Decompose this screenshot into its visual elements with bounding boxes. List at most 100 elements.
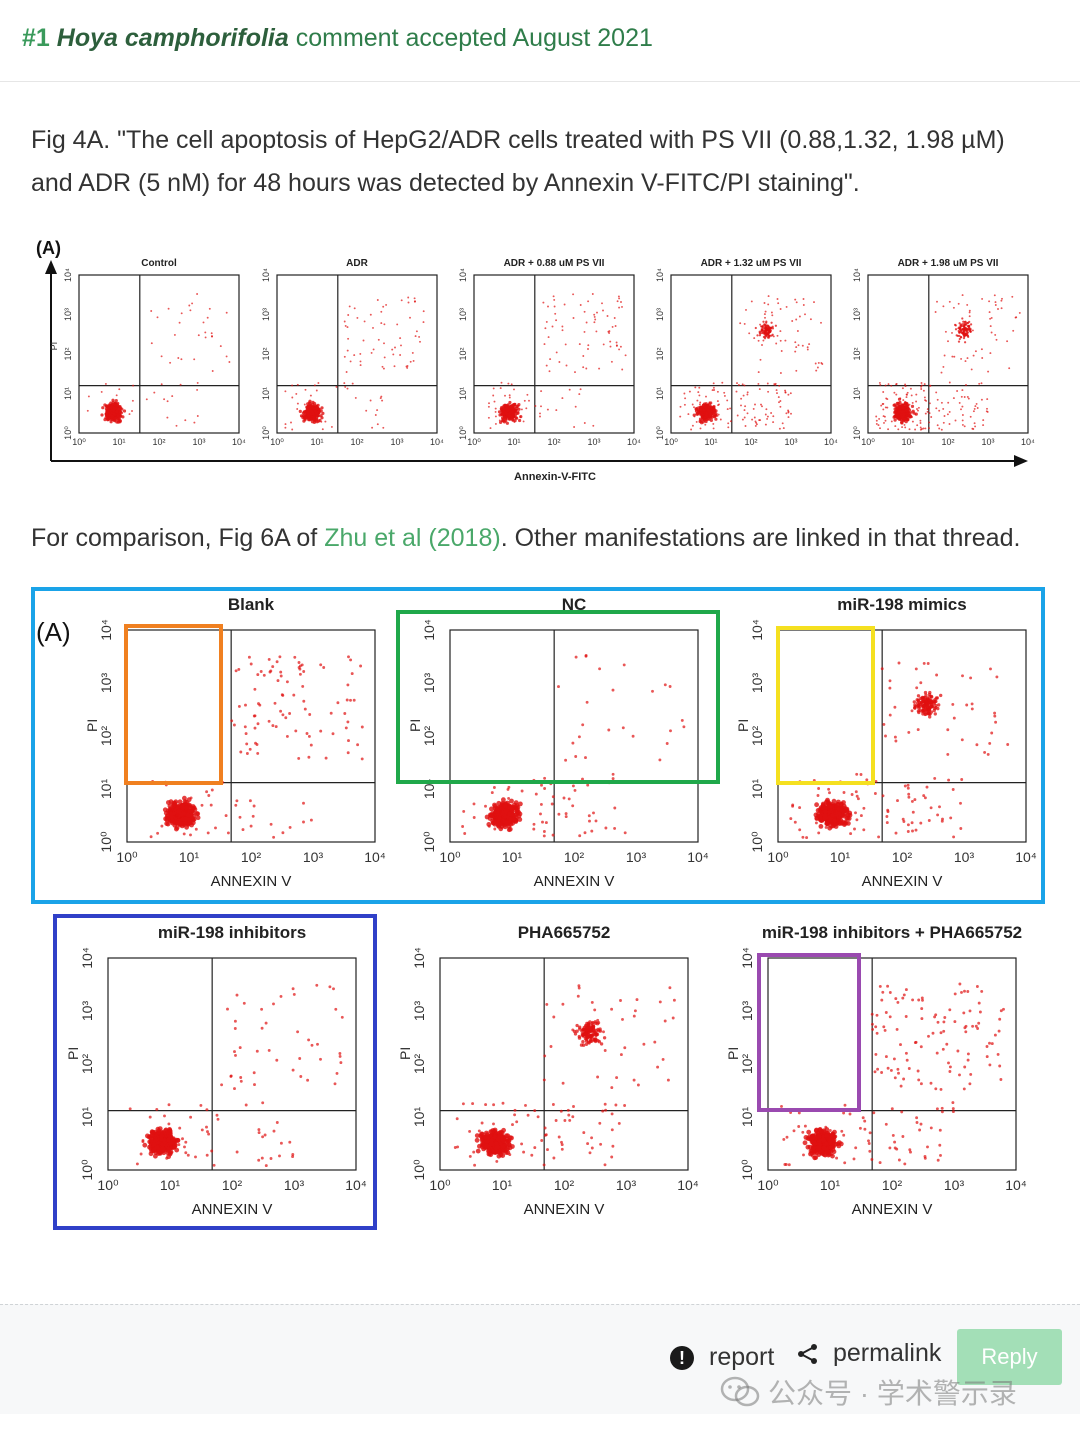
event-dot bbox=[877, 424, 880, 427]
event-dot bbox=[900, 407, 903, 410]
event-dot bbox=[356, 743, 360, 747]
event-dot bbox=[168, 1140, 174, 1146]
event-dot bbox=[167, 307, 170, 310]
event-dot bbox=[766, 415, 769, 418]
event-dot bbox=[591, 1020, 595, 1025]
event-dot bbox=[946, 752, 950, 756]
event-dot bbox=[215, 1113, 219, 1117]
event-dot bbox=[936, 424, 939, 427]
event-dot bbox=[925, 399, 928, 402]
event-dot bbox=[903, 423, 906, 426]
event-dot bbox=[751, 418, 754, 421]
event-dot bbox=[492, 786, 496, 789]
y-tick-label: 10⁴ bbox=[261, 268, 271, 282]
x-tick-label: 10¹ bbox=[179, 849, 200, 865]
event-dot bbox=[947, 778, 951, 782]
comparison-text-after: . Other manifestations are linked in tha… bbox=[500, 524, 1021, 552]
event-dot bbox=[253, 726, 257, 730]
event-dot bbox=[830, 1153, 834, 1157]
plot-panel: ADR + 1.98 uM PS VII10⁰10⁰10¹10¹10²10²10… bbox=[852, 258, 1035, 447]
species-name[interactable]: Hoya camphorifolia bbox=[56, 24, 289, 52]
event-dot bbox=[884, 419, 887, 422]
event-dot bbox=[978, 382, 981, 385]
y-tick-label: 10² bbox=[411, 1054, 427, 1075]
event-dot bbox=[489, 1141, 495, 1147]
event-dot bbox=[885, 815, 889, 818]
event-dot bbox=[619, 999, 622, 1002]
event-dot bbox=[574, 371, 576, 374]
event-dot bbox=[256, 722, 260, 726]
event-dot bbox=[109, 420, 113, 424]
event-dot bbox=[233, 1019, 237, 1023]
zhu-2018-link[interactable]: Zhu et al (2018) bbox=[324, 524, 501, 552]
event-dot bbox=[968, 311, 971, 314]
event-dot bbox=[893, 391, 896, 394]
event-dot bbox=[1012, 329, 1015, 332]
event-dot bbox=[487, 824, 491, 828]
event-dot bbox=[165, 1156, 169, 1160]
event-dot bbox=[854, 1146, 858, 1150]
event-dot bbox=[302, 699, 306, 703]
event-dot bbox=[929, 1126, 933, 1130]
event-dot bbox=[908, 428, 911, 431]
event-dot bbox=[795, 346, 798, 349]
event-dot bbox=[767, 303, 770, 306]
y-axis-label: PI bbox=[407, 719, 423, 732]
event-dot bbox=[831, 804, 835, 808]
event-dot bbox=[923, 712, 927, 717]
event-dot bbox=[770, 334, 773, 337]
event-dot bbox=[374, 414, 377, 416]
event-dot bbox=[843, 1103, 847, 1107]
event-dot bbox=[249, 824, 253, 828]
event-dot bbox=[888, 686, 892, 690]
y-tick-label: 10² bbox=[852, 347, 862, 360]
event-dot bbox=[278, 1154, 281, 1158]
event-dot bbox=[319, 663, 323, 667]
event-dot bbox=[918, 1128, 922, 1132]
event-dot bbox=[269, 822, 273, 826]
event-dot bbox=[545, 320, 548, 323]
event-dot bbox=[575, 1029, 579, 1033]
event-dot bbox=[826, 1136, 830, 1140]
event-dot bbox=[842, 1111, 846, 1115]
event-dot bbox=[206, 1130, 209, 1134]
event-dot bbox=[578, 1025, 582, 1029]
event-dot bbox=[878, 1161, 882, 1165]
y-tick-label: 10² bbox=[739, 1054, 755, 1075]
event-dot bbox=[712, 422, 715, 425]
y-tick-label: 10⁴ bbox=[411, 947, 427, 969]
event-dot bbox=[100, 390, 103, 393]
event-dot bbox=[544, 821, 548, 825]
event-dot bbox=[174, 825, 180, 831]
event-dot bbox=[621, 305, 623, 308]
event-dot bbox=[563, 1119, 567, 1122]
event-dot bbox=[899, 1084, 903, 1088]
event-dot bbox=[131, 399, 134, 402]
event-dot bbox=[696, 399, 699, 402]
event-dot bbox=[261, 1101, 265, 1105]
event-dot bbox=[894, 739, 898, 743]
event-dot bbox=[508, 816, 514, 822]
event-dot bbox=[708, 401, 711, 404]
event-dot bbox=[782, 1137, 786, 1141]
event-dot bbox=[961, 419, 964, 422]
event-dot bbox=[177, 1143, 181, 1147]
event-dot bbox=[902, 1077, 906, 1081]
event-dot bbox=[594, 819, 598, 823]
x-tick-label: 10³ bbox=[784, 437, 797, 447]
event-dot bbox=[953, 355, 956, 358]
event-dot bbox=[875, 415, 878, 418]
event-dot bbox=[189, 796, 193, 800]
event-dot bbox=[340, 1015, 344, 1019]
event-dot bbox=[285, 734, 289, 738]
event-dot bbox=[514, 408, 518, 412]
event-dot bbox=[588, 819, 591, 823]
plot-title: ADR + 1.32 uM PS VII bbox=[701, 258, 802, 269]
event-dot bbox=[329, 711, 333, 715]
event-dot bbox=[904, 412, 907, 415]
event-dot bbox=[586, 783, 590, 787]
comment-number[interactable]: #1 bbox=[22, 24, 50, 52]
event-dot bbox=[543, 1126, 547, 1130]
event-dot bbox=[636, 1083, 640, 1087]
event-dot bbox=[943, 354, 946, 357]
